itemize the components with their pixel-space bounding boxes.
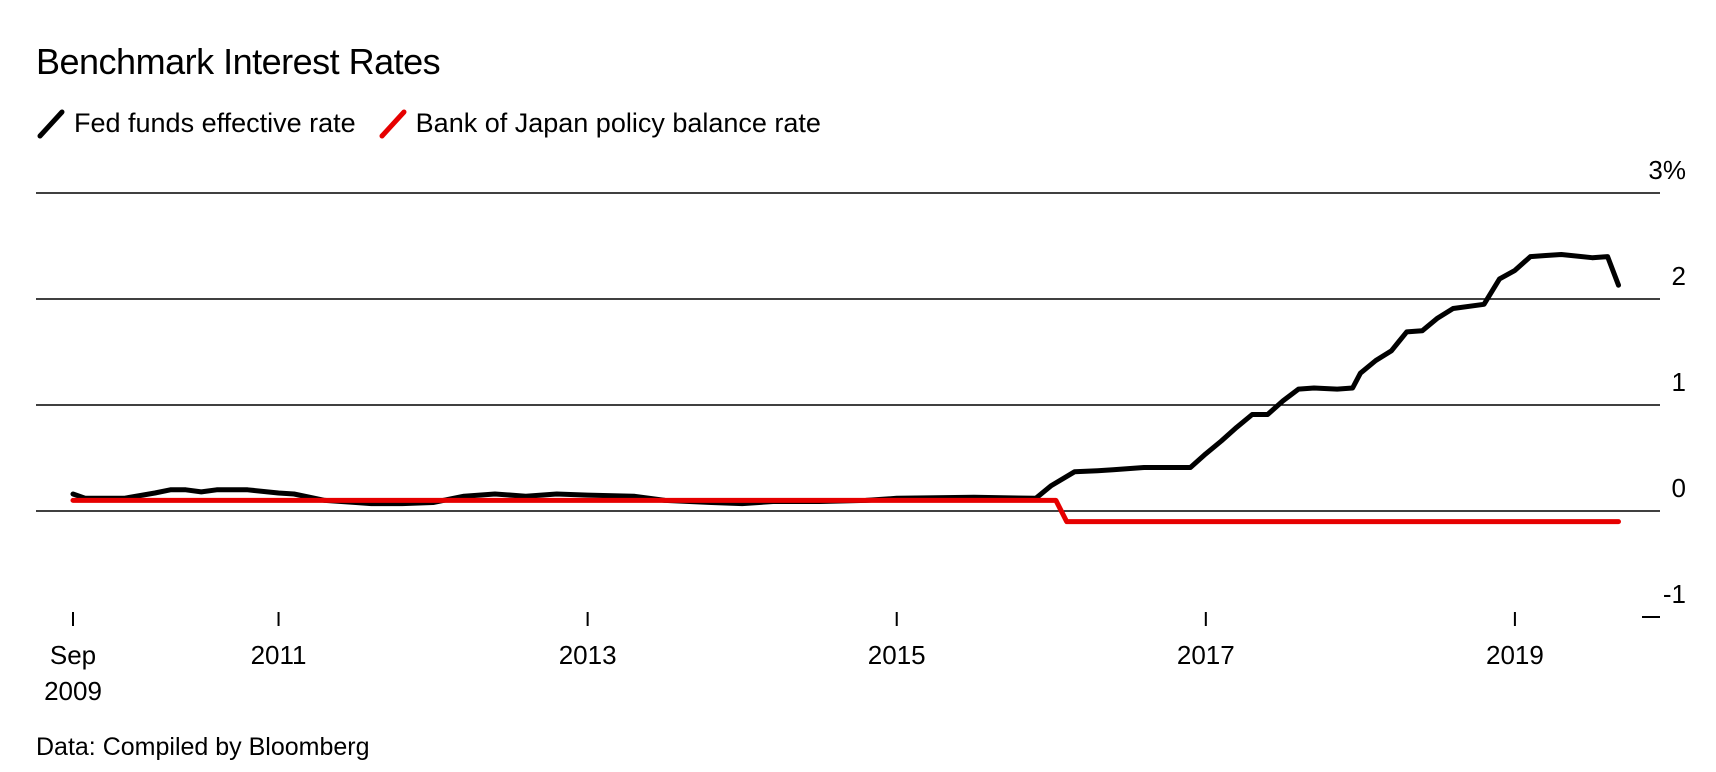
x-tick-label: 2011 <box>251 640 307 670</box>
y-tick-label: 0 <box>1672 473 1686 503</box>
legend-item-fed: Fed funds effective rate <box>36 106 356 140</box>
x-tick-label-year: 2009 <box>44 676 102 706</box>
legend-swatch-boj-icon <box>379 109 407 139</box>
series-line-fed-funds <box>70 252 1621 507</box>
x-tick-label: 2013 <box>559 640 617 670</box>
y-tick-label: 1 <box>1672 367 1686 397</box>
legend-item-boj: Bank of Japan policy balance rate <box>378 106 821 140</box>
y-tick-label: -1 <box>1663 579 1686 609</box>
x-tick-label: 2019 <box>1486 640 1544 670</box>
legend: Fed funds effective rate Bank of Japan p… <box>36 106 843 140</box>
x-tick-label: 2015 <box>868 640 926 670</box>
legend-swatch-fed-icon <box>37 109 65 139</box>
source-note: Data: Compiled by Bloomberg <box>36 733 370 761</box>
series-line-boj <box>70 497 1621 525</box>
y-tick-label: 2 <box>1672 261 1686 291</box>
x-tick-label: Sep <box>50 640 96 670</box>
y-tick-label: 3% <box>1648 155 1686 185</box>
chart-title: Benchmark Interest Rates <box>36 41 441 82</box>
x-tick-label: 2017 <box>1177 640 1235 670</box>
legend-label-boj: Bank of Japan policy balance rate <box>415 108 821 138</box>
legend-label-fed: Fed funds effective rate <box>74 108 356 138</box>
